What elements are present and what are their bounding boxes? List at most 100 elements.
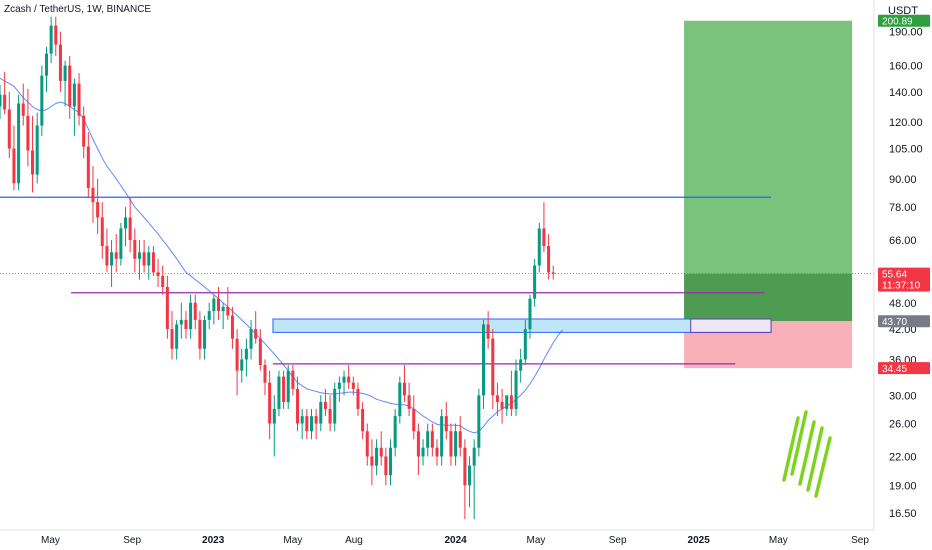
price-tag: [878, 267, 930, 292]
candle-body: [44, 53, 49, 76]
candle-body: [523, 329, 527, 360]
candle-body: [486, 324, 490, 339]
x-tick-label: May: [283, 535, 302, 546]
candle-body: [268, 382, 272, 424]
candle-body: [58, 44, 62, 81]
candle-body: [416, 431, 420, 457]
candle-body: [337, 382, 341, 389]
candle-body: [388, 447, 393, 476]
candle-body: [35, 125, 39, 175]
candle-body: [100, 217, 104, 247]
x-tick-label: 2025: [688, 535, 711, 546]
chart-title: Zcash / TetherUS, 1W, BINANCE: [4, 4, 152, 15]
candle-body: [207, 311, 211, 320]
y-tick-label: 190.00: [889, 27, 923, 39]
logo-stroke: [782, 416, 800, 482]
candle-body: [398, 382, 402, 417]
candle-body: [537, 228, 541, 266]
y-tick-label: 105.00: [889, 144, 923, 156]
currency-label: USDT: [888, 5, 918, 17]
candle-body: [430, 431, 434, 448]
candle-body: [203, 319, 207, 349]
candle-body: [468, 465, 472, 486]
candle-body: [454, 431, 458, 457]
candle-body: [533, 265, 537, 299]
candle-body: [31, 150, 35, 175]
candle-body: [356, 388, 360, 409]
candle-body: [68, 65, 72, 107]
candle-body: [26, 115, 30, 151]
candle-body: [124, 217, 128, 229]
candle-body: [463, 447, 467, 486]
price-tag-label: 55.64: [882, 270, 907, 281]
candle-body: [309, 416, 313, 432]
candle-body: [137, 252, 141, 259]
candle-body: [393, 416, 397, 448]
candle-body: [235, 338, 239, 371]
y-tick-label: 30.00: [889, 390, 917, 402]
candle-body: [347, 376, 351, 383]
candle-body: [472, 447, 476, 466]
y-tick-label: 19.00: [889, 480, 917, 492]
y-tick-label: 26.00: [889, 419, 917, 431]
candle-body: [305, 416, 309, 432]
x-tick-label: May: [41, 535, 60, 546]
candle-body: [328, 408, 332, 424]
candle-body: [91, 187, 95, 203]
x-tick-label: Sep: [123, 535, 141, 546]
candle-body: [551, 272, 555, 274]
x-tick-label: 2024: [444, 535, 467, 546]
candle-body: [170, 329, 174, 349]
candle-body: [40, 75, 44, 126]
x-tick-label: Aug: [345, 535, 363, 546]
candle-body: [444, 416, 448, 432]
y-tick-label: 140.00: [889, 87, 923, 99]
candle-body: [77, 83, 81, 116]
candle-body: [291, 370, 295, 389]
candle-body: [314, 416, 318, 424]
candle-body: [477, 395, 481, 448]
candle-body: [212, 298, 216, 312]
candle-body: [216, 298, 221, 312]
candle-body: [458, 431, 462, 448]
candle-body: [156, 272, 160, 276]
candle-body: [440, 416, 444, 457]
zone-box-1: [690, 318, 772, 333]
candle-body: [514, 370, 518, 409]
candle-body: [361, 408, 365, 432]
candle-body: [426, 431, 430, 448]
candle-body: [86, 146, 90, 188]
candle-body: [226, 306, 230, 316]
candle-body: [300, 416, 304, 424]
logo-stroke: [798, 420, 816, 486]
candle-body: [114, 252, 118, 259]
candle-body: [282, 376, 286, 403]
y-tick-label: 120.00: [889, 117, 923, 129]
candle-body: [221, 306, 225, 312]
candle-body: [54, 25, 58, 45]
candle-body: [384, 456, 388, 476]
price-tag: [878, 362, 930, 375]
x-tick-label: 2023: [202, 535, 225, 546]
candle-body: [500, 402, 504, 409]
candle-body: [323, 402, 327, 409]
candle-body: [0, 94, 2, 107]
candle-body: [528, 298, 532, 330]
candle-body: [402, 382, 406, 396]
candle-body: [119, 228, 123, 259]
moving-average-line: [0, 77, 563, 434]
candle-body: [495, 395, 499, 403]
candle-body: [375, 447, 379, 466]
candle-body: [370, 456, 374, 466]
candle-body: [272, 408, 276, 424]
candle-body: [12, 148, 16, 184]
candle-body: [333, 388, 337, 424]
candle-body: [449, 431, 453, 457]
candle-body: [133, 240, 137, 259]
candle-body: [412, 408, 416, 432]
candle-body: [379, 447, 383, 457]
x-tick-label: Sep: [609, 535, 627, 546]
y-tick-label: 90.00: [889, 174, 917, 186]
